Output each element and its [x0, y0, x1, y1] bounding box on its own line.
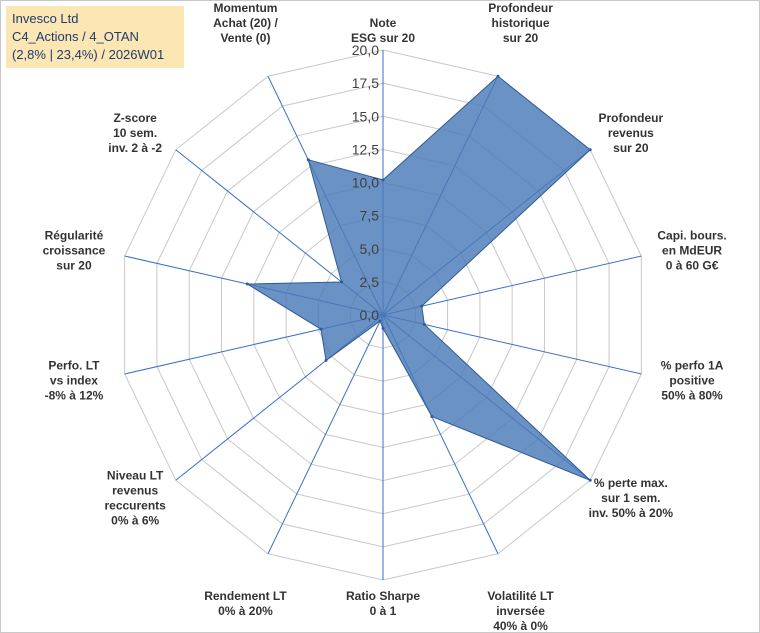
data-point: [420, 304, 424, 308]
tick-label: 2,5: [360, 274, 380, 290]
tick-label: 12,5: [352, 141, 379, 157]
tick-label: 17,5: [352, 75, 379, 91]
data-point: [319, 327, 323, 331]
axis-spoke: [382, 255, 642, 316]
category-label: Capi. bours. en MdEUR 0 à 60 G€: [657, 228, 726, 272]
data-point: [381, 178, 385, 182]
tick-label: 7,5: [360, 208, 380, 224]
tick-label: 10,0: [352, 175, 379, 191]
data-point: [496, 74, 500, 78]
data-point: [381, 326, 385, 330]
category-label: Profondeur revenus sur 20: [599, 111, 664, 155]
tick-label: 15,0: [352, 108, 379, 124]
category-label: Ratio Sharpe 0 à 1: [346, 589, 420, 618]
tick-label: 20,0: [352, 42, 379, 58]
category-label: Régularité croissance sur 20: [43, 228, 106, 272]
data-point: [588, 148, 592, 152]
category-label: Momentum Achat (20) / Vente (0): [213, 1, 278, 45]
data-point: [588, 478, 592, 482]
data-series-area: [245, 75, 591, 481]
category-label: Rendement LT 0% à 20%: [204, 589, 287, 618]
data-point: [324, 358, 328, 362]
chart-title-box: Invesco Ltd C4_Actions / 4_OTAN (2,8% | …: [6, 6, 184, 68]
category-label: % perte max. sur 1 sem. inv. 50% à 20%: [589, 476, 674, 520]
title-category: C4_Actions / 4_OTAN: [12, 29, 139, 44]
category-label: Niveau LT revenus reccurents 0% à 6%: [104, 469, 166, 528]
data-point: [340, 280, 344, 284]
data-point: [430, 414, 434, 418]
tick-label: 5,0: [360, 241, 380, 257]
category-label: Profondeur historique sur 20: [488, 1, 553, 45]
category-label: Z-score 10 sem. inv. 2 à -2: [108, 111, 162, 155]
title-range: (2,8% | 23,4%) / 2026W01: [12, 47, 165, 62]
axis-spoke: [267, 314, 384, 554]
data-point: [422, 322, 426, 326]
category-label: Note ESG sur 20: [351, 16, 415, 45]
axis-spoke: [382, 314, 642, 375]
category-label: Perfo. LT vs index -8% à 12%: [45, 359, 104, 403]
category-label: % perfo 1A positive 50% à 80%: [661, 359, 724, 403]
data-point: [245, 282, 249, 286]
data-point: [378, 319, 382, 323]
title-company: Invesco Ltd: [12, 11, 79, 26]
data-point: [306, 158, 310, 162]
category-label: Volatilité LT inversée 40% à 0%: [487, 589, 554, 633]
tick-label: 0,0: [360, 307, 380, 323]
